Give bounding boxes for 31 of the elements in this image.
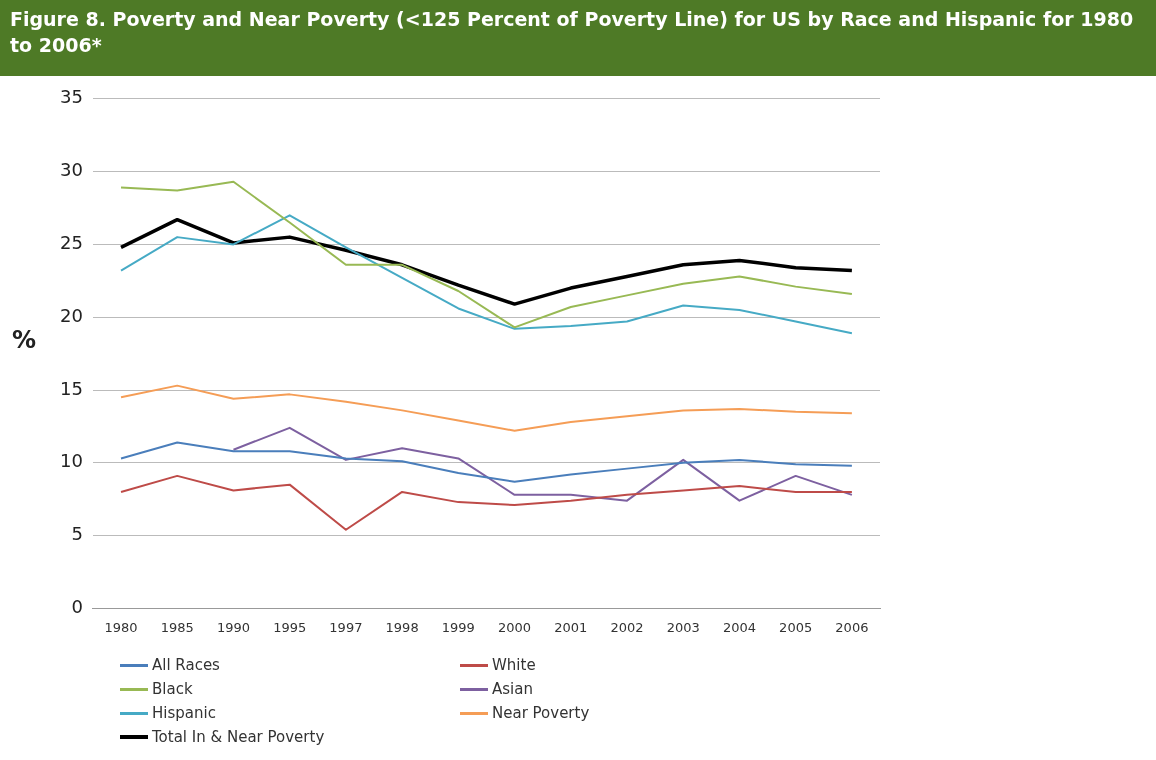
x-tick-label: 1997 <box>329 619 363 635</box>
chart-title: Figure 8. Poverty and Near Poverty (<125 Percent of Poverty Line) for US by Race and Hispanic for 1980 to 2006* <box>0 0 1156 76</box>
y-tick-label: 10 <box>60 450 83 472</box>
y-tick-label: 30 <box>60 159 83 181</box>
y-axis-title: % <box>12 326 37 354</box>
y-tick-label: 35 <box>60 86 83 108</box>
x-tick-label: 2004 <box>722 619 756 635</box>
legend-label: Near Poverty <box>492 704 590 722</box>
x-tick-label: 2005 <box>779 619 813 635</box>
legend-label: Hispanic <box>152 704 216 722</box>
y-tick-label: 25 <box>60 232 83 254</box>
x-tick-label: 2001 <box>554 619 588 635</box>
x-tick-label: 1998 <box>385 619 419 635</box>
y-tick-label: 0 <box>71 596 83 618</box>
legend-label: Total In & Near Poverty <box>152 728 325 746</box>
y-tick-label: 15 <box>60 377 83 399</box>
legend-label: White <box>492 656 536 674</box>
x-tick-label: 2003 <box>666 619 700 635</box>
x-tick-label: 1990 <box>216 619 250 635</box>
x-tick-label: 1999 <box>441 619 475 635</box>
x-tick-label: 2000 <box>498 619 532 635</box>
legend-label: All Races <box>152 656 220 674</box>
x-tick-label: 2002 <box>610 619 644 635</box>
x-tick-label: 2006 <box>835 619 869 635</box>
legend-label: Asian <box>492 680 533 698</box>
y-tick-label: 20 <box>60 304 83 326</box>
x-tick-label: 1995 <box>273 619 307 635</box>
x-tick-label: 1980 <box>104 619 138 635</box>
y-tick-label: 5 <box>71 523 83 545</box>
x-tick-label: 1985 <box>160 619 194 635</box>
legend-label: Black <box>152 680 193 698</box>
